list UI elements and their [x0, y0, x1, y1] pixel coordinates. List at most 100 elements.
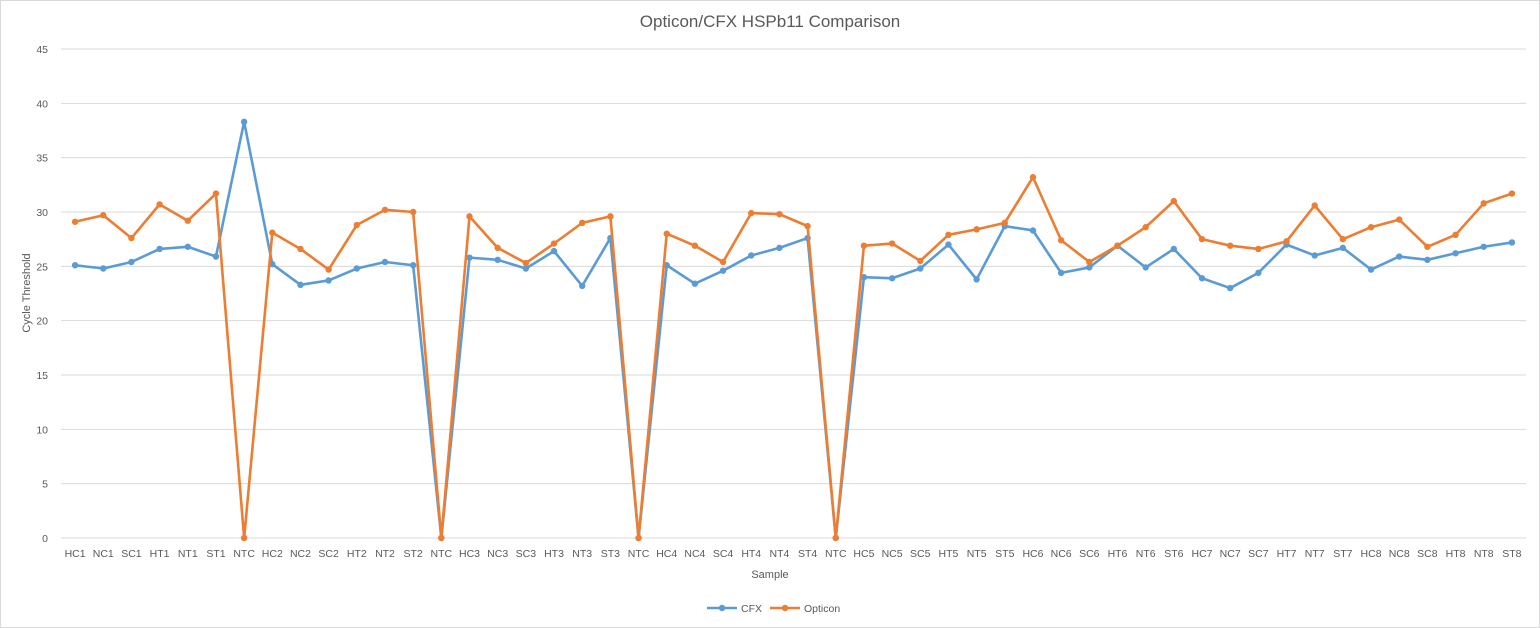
series-line-opticon: [74, 175, 1513, 540]
data-point-cfx: [973, 276, 980, 283]
x-tick-label: HC5: [853, 548, 874, 560]
data-point-opticon: [1396, 216, 1403, 223]
y-tick-label: 35: [36, 153, 48, 165]
x-tick-label: SC6: [1079, 548, 1100, 560]
legend-label: CFX: [741, 603, 762, 615]
data-point-cfx: [381, 258, 389, 266]
data-point-opticon: [1114, 242, 1121, 249]
x-tick-label: NTC: [825, 548, 847, 560]
data-point-cfx: [748, 252, 755, 259]
x-axis-ticks: HC1 NC1 SC1 HT1 NT1 ST1 NTC HC2 NC2 SC2 HT2 NT2 ST2 N…: [65, 548, 1522, 560]
x-tick-label: SC2: [318, 548, 339, 560]
x-tick-label: SC4: [713, 548, 734, 560]
data-point-cfx: [579, 282, 586, 290]
x-tick-label: HC2: [262, 548, 283, 560]
x-tick-label: HT7: [1277, 548, 1297, 560]
x-tick-label: NT7: [1305, 548, 1325, 560]
data-point-opticon: [1057, 237, 1065, 244]
x-tick-label: HT4: [741, 548, 761, 560]
data-point-opticon: [1311, 202, 1318, 209]
x-tick-label: SC8: [1417, 548, 1438, 560]
data-point-cfx: [1226, 284, 1234, 292]
x-tick-label: HC8: [1361, 548, 1382, 560]
data-point-opticon: [748, 209, 755, 217]
data-point-cfx: [1311, 252, 1318, 259]
y-tick-label: 15: [36, 370, 48, 382]
x-tick-label: ST1: [206, 548, 225, 560]
x-tick-label: ST6: [1164, 548, 1183, 560]
data-point-cfx: [1142, 264, 1149, 271]
x-tick-label: NC2: [290, 548, 311, 560]
x-tick-label: ST5: [995, 548, 1014, 560]
y-tick-label: 25: [36, 261, 48, 273]
data-point-opticon: [776, 210, 783, 218]
data-point-cfx: [156, 245, 163, 253]
data-point-cfx: [719, 267, 727, 274]
data-point-opticon: [1424, 243, 1431, 250]
data-point-cfx: [1367, 266, 1375, 273]
legend-label: Opticon: [804, 603, 840, 615]
data-point-opticon: [381, 206, 389, 214]
data-point-opticon: [1198, 235, 1206, 243]
y-tick-label: 20: [36, 316, 48, 328]
data-point-opticon: [466, 213, 473, 220]
data-point-opticon: [1142, 224, 1149, 231]
chart-title: Opticon/CFX HSPb11 Comparison: [640, 12, 900, 31]
x-tick-label: HT2: [347, 548, 367, 560]
data-point-opticon: [860, 242, 868, 249]
data-point-opticon: [719, 258, 727, 266]
x-tick-label: NT4: [769, 548, 789, 560]
data-point-cfx: [945, 241, 952, 248]
legend: CFX Opticon: [707, 603, 840, 615]
data-point-cfx: [128, 258, 135, 266]
data-point-cfx: [522, 265, 530, 272]
x-tick-label: HC1: [65, 548, 86, 560]
x-tick-label: NC4: [684, 548, 705, 560]
data-point-cfx: [325, 277, 332, 284]
data-point-opticon: [325, 266, 332, 273]
x-tick-label: NT8: [1474, 548, 1494, 560]
x-tick-label: HT3: [544, 548, 564, 560]
x-tick-label: NC1: [93, 548, 114, 560]
x-tick-label: HC3: [459, 548, 480, 560]
x-tick-label: ST4: [798, 548, 817, 560]
x-tick-label: ST2: [404, 548, 423, 560]
data-point-opticon: [1508, 190, 1516, 197]
y-tick-label: 5: [42, 479, 48, 491]
x-tick-label: NTC: [233, 548, 255, 560]
y-axis-title: Cycle Threshold: [21, 253, 33, 332]
data-point-opticon: [212, 190, 220, 197]
data-point-cfx: [297, 281, 304, 289]
data-point-cfx: [71, 262, 79, 269]
data-point-opticon: [973, 226, 980, 233]
data-point-cfx: [1255, 269, 1262, 277]
data-point-cfx: [1170, 245, 1178, 253]
legend-marker-cfx: [718, 604, 726, 612]
y-tick-label: 10: [36, 424, 48, 436]
y-axis-ticks: 0 5 10 15 20 25 30 35 40 45: [36, 44, 48, 545]
data-point-cfx: [212, 253, 220, 260]
data-point-cfx: [409, 262, 417, 269]
data-point-cfx: [1396, 253, 1403, 260]
data-point-cfx: [1086, 264, 1093, 271]
data-point-opticon: [832, 534, 839, 542]
data-point-cfx: [494, 256, 501, 264]
x-tick-label: NT1: [178, 548, 198, 560]
x-tick-label: HT5: [939, 548, 959, 560]
x-tick-label: NTC: [431, 548, 453, 560]
data-point-opticon: [269, 229, 276, 236]
data-point-cfx: [100, 265, 107, 272]
data-point-opticon: [917, 257, 924, 265]
data-point-cfx: [240, 118, 248, 126]
x-tick-label: HT6: [1108, 548, 1128, 560]
data-point-cfx: [776, 244, 783, 252]
x-tick-label: SC1: [121, 548, 142, 560]
x-tick-label: HC7: [1192, 548, 1213, 560]
data-point-opticon: [438, 534, 445, 542]
data-point-opticon: [297, 245, 304, 253]
data-point-cfx: [184, 243, 191, 250]
legend-marker-opticon: [781, 604, 789, 612]
data-point-opticon: [691, 242, 699, 249]
data-point-opticon: [240, 534, 248, 542]
data-point-opticon: [1480, 200, 1487, 207]
